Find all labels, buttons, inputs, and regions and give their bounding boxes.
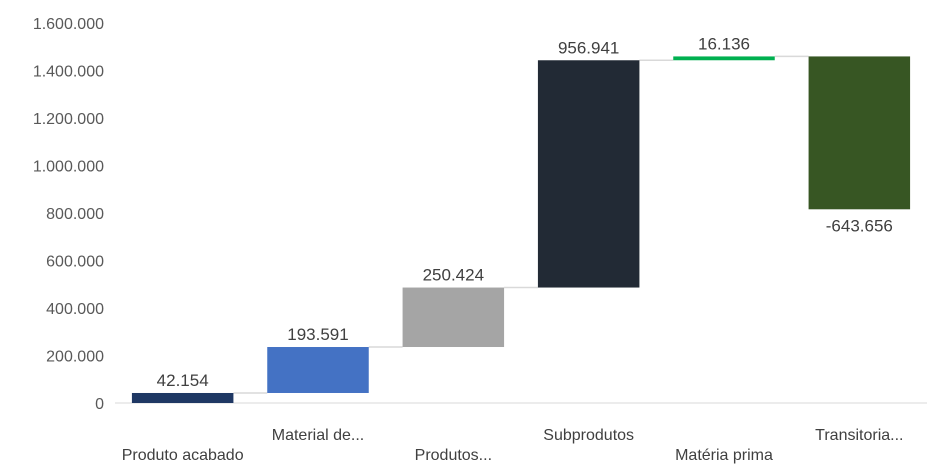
category-labels: Produto acabado Material de... Produtos...… — [122, 427, 904, 464]
y-tick-label: 800.000 — [46, 206, 104, 223]
category-label: Matéria prima — [675, 447, 773, 464]
data-label: 193.591 — [287, 325, 348, 344]
connector-lines — [233, 55, 809, 394]
bar — [808, 56, 911, 210]
data-label: 250.424 — [423, 266, 484, 285]
y-tick-label: 600.000 — [46, 254, 104, 271]
y-tick-label: 0 — [95, 396, 104, 413]
data-label: -643.656 — [826, 216, 893, 235]
y-tick-label: 1.400.000 — [33, 64, 104, 81]
category-label: Produtos... — [415, 447, 492, 464]
bar — [267, 347, 369, 393]
bar — [402, 287, 505, 348]
y-tick-label: 1.000.000 — [33, 159, 104, 176]
data-labels: 42.154 193.591 250.424 956.941 16.136 -643.65… — [157, 34, 893, 390]
y-tick-label: 400.000 — [46, 301, 104, 318]
category-label: Subprodutos — [543, 427, 634, 444]
bar — [537, 60, 640, 288]
bars — [131, 56, 911, 403]
data-label: 16.136 — [698, 34, 750, 53]
y-axis: 0 200.000 400.000 600.000 800.000 1.000.000 1.… — [33, 16, 104, 413]
category-label: Material de... — [272, 427, 364, 444]
bar — [131, 392, 234, 403]
category-label: Produto acabado — [122, 447, 244, 464]
y-tick-label: 1.200.000 — [33, 111, 104, 128]
y-tick-label: 1.600.000 — [33, 16, 104, 33]
y-tick-label: 200.000 — [46, 349, 104, 366]
data-label: 956.941 — [558, 38, 619, 57]
category-label: Transitoria... — [815, 427, 903, 444]
data-label: 42.154 — [157, 371, 209, 390]
bar — [673, 56, 775, 61]
